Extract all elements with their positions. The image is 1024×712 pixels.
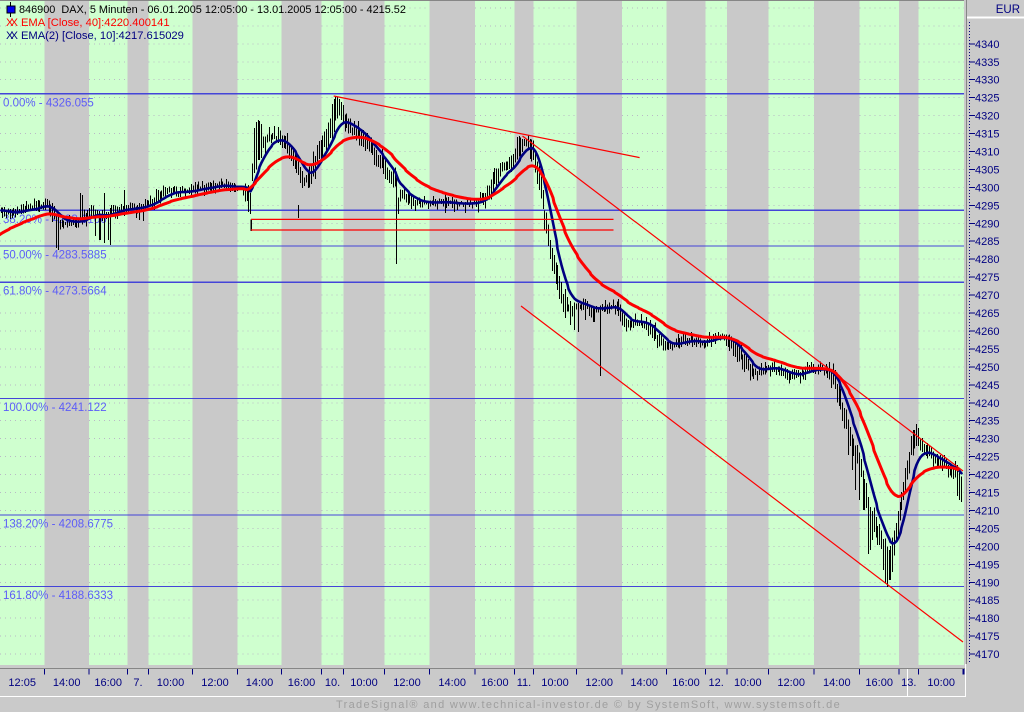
svg-text:4170: 4170 xyxy=(975,649,999,661)
svg-text:4250: 4250 xyxy=(975,362,999,374)
svg-text:4260: 4260 xyxy=(975,326,999,338)
svg-text:161.80% - 4188.6333: 161.80% - 4188.6333 xyxy=(3,590,113,602)
svg-text:14:00: 14:00 xyxy=(438,677,466,689)
svg-text:12:00: 12:00 xyxy=(201,677,229,689)
svg-text:4175: 4175 xyxy=(975,631,999,643)
svg-text:4320: 4320 xyxy=(975,111,999,123)
svg-text:12:00: 12:00 xyxy=(393,677,421,689)
svg-text:4265: 4265 xyxy=(975,308,999,320)
svg-text:16:00: 16:00 xyxy=(865,677,893,689)
svg-text:16:00: 16:00 xyxy=(288,677,316,689)
svg-text:16:00: 16:00 xyxy=(94,677,122,689)
svg-text:7.: 7. xyxy=(133,677,142,689)
svg-text:4240: 4240 xyxy=(975,398,999,410)
svg-text:4255: 4255 xyxy=(975,344,999,356)
svg-text:10:00: 10:00 xyxy=(734,677,762,689)
svg-text:10:00: 10:00 xyxy=(541,677,569,689)
svg-text:4340: 4340 xyxy=(975,39,999,51)
svg-text:61.80% - 4273.5664: 61.80% - 4273.5664 xyxy=(3,286,107,298)
svg-text:10.: 10. xyxy=(325,677,340,689)
svg-text:12:00: 12:00 xyxy=(777,677,805,689)
svg-text:4210: 4210 xyxy=(975,506,999,518)
svg-text:4220: 4220 xyxy=(975,470,999,482)
svg-text:4225: 4225 xyxy=(975,452,999,464)
svg-text:EUR: EUR xyxy=(996,4,1020,16)
svg-text:4335: 4335 xyxy=(975,57,999,69)
svg-text:4315: 4315 xyxy=(975,129,999,141)
svg-text:14:00: 14:00 xyxy=(823,677,851,689)
svg-text:TradeSignal® and www.technical: TradeSignal® and www.technical-investor.… xyxy=(336,699,841,711)
svg-text:4310: 4310 xyxy=(975,147,999,159)
svg-text:4305: 4305 xyxy=(975,164,999,176)
svg-text:0.00% - 4326.055: 0.00% - 4326.055 xyxy=(3,97,94,109)
svg-text:4275: 4275 xyxy=(975,272,999,284)
svg-text:100.00% - 4241.122: 100.00% - 4241.122 xyxy=(3,402,107,414)
svg-text:4190: 4190 xyxy=(975,577,999,589)
svg-text:12:00: 12:00 xyxy=(585,677,613,689)
svg-text:4180: 4180 xyxy=(975,613,999,625)
svg-text:10:00: 10:00 xyxy=(927,677,955,689)
svg-text:4285: 4285 xyxy=(975,236,999,248)
svg-text:12.: 12. xyxy=(709,677,724,689)
svg-text:4205: 4205 xyxy=(975,523,999,535)
svg-text:13.: 13. xyxy=(901,677,916,689)
svg-text:16:00: 16:00 xyxy=(481,677,509,689)
svg-text:14:00: 14:00 xyxy=(630,677,658,689)
svg-text:4200: 4200 xyxy=(975,541,999,553)
svg-text:4185: 4185 xyxy=(975,595,999,607)
svg-text:4290: 4290 xyxy=(975,218,999,230)
svg-text:16:00: 16:00 xyxy=(672,677,700,689)
svg-text:4325: 4325 xyxy=(975,93,999,105)
svg-text:11.: 11. xyxy=(517,677,531,689)
svg-text:4195: 4195 xyxy=(975,559,999,571)
svg-text:12:05: 12:05 xyxy=(8,677,36,689)
svg-text:14:00: 14:00 xyxy=(53,677,81,689)
svg-text:4230: 4230 xyxy=(975,434,999,446)
svg-text:50.00% - 4283.5885: 50.00% - 4283.5885 xyxy=(3,250,107,262)
svg-text:138.20% - 4208.6775: 138.20% - 4208.6775 xyxy=(3,519,113,531)
svg-text:14:00: 14:00 xyxy=(246,677,274,689)
svg-text:10:00: 10:00 xyxy=(350,677,378,689)
svg-text:4245: 4245 xyxy=(975,380,999,392)
svg-text:846900 DAX, 5 Minuten - 06.01: 846900 DAX, 5 Minuten - 06.01.2005 12:05… xyxy=(19,4,406,16)
svg-text:4280: 4280 xyxy=(975,254,999,266)
svg-text:4330: 4330 xyxy=(975,75,999,87)
svg-text:4215: 4215 xyxy=(975,488,999,500)
svg-text:4300: 4300 xyxy=(975,182,999,194)
svg-text:4270: 4270 xyxy=(975,290,999,302)
svg-text:4295: 4295 xyxy=(975,200,999,212)
svg-text:4235: 4235 xyxy=(975,416,999,428)
svg-text:10:00: 10:00 xyxy=(157,677,185,689)
